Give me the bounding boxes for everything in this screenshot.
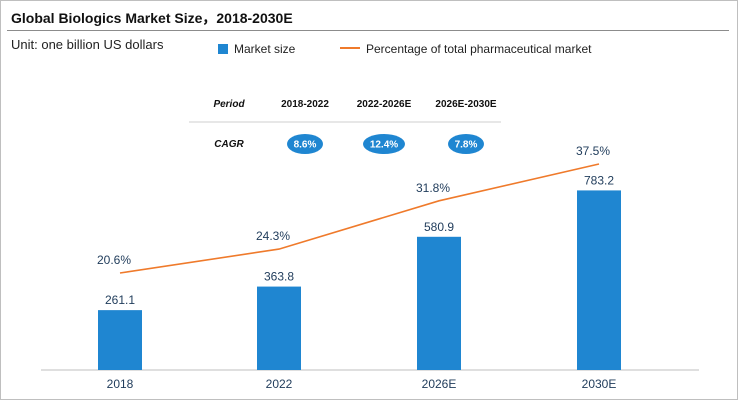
bar-2022: [257, 286, 301, 370]
cagr-period-2: 2022-2026E: [357, 99, 412, 110]
x-tick-label-2022: 2022: [266, 377, 293, 391]
cagr-value-3: 7.8%: [455, 140, 478, 151]
title-divider: [7, 30, 729, 31]
x-tick-label-2018: 2018: [107, 377, 134, 391]
cagr-value-1: 8.6%: [294, 140, 317, 151]
legend-line-swatch: [340, 47, 360, 49]
line-value-label-2022: 24.3%: [256, 229, 290, 243]
bar-value-label-2018: 261.1: [105, 293, 135, 307]
chart-title: Global Biologics Market Size，2018-2030E: [11, 10, 293, 26]
cagr-table: Period 2018-2022 2022-2026E 2026E-2030E …: [189, 99, 501, 154]
cagr-pill-1: [287, 134, 323, 154]
cagr-period-3: 2026E-2030E: [435, 99, 496, 110]
line-value-label-2026e: 31.8%: [416, 181, 450, 195]
x-tick-label-2026e: 2026E: [422, 377, 457, 391]
percentage-line: [119, 163, 600, 274]
legend-item-percentage: Percentage of total pharmaceutical marke…: [340, 40, 591, 58]
cagr-period-1: 2018-2022: [281, 99, 329, 110]
unit-label: Unit: one billion US dollars: [11, 37, 164, 52]
legend-bar-swatch: [218, 44, 228, 54]
line-value-label-2030e: 37.5%: [576, 144, 610, 158]
line-value-label-2018: 20.6%: [97, 253, 131, 267]
legend-label-percentage: Percentage of total pharmaceutical marke…: [366, 42, 592, 56]
cagr-period-header: Period: [213, 99, 245, 110]
cagr-header: CAGR: [214, 139, 244, 150]
bar-value-label-2022: 363.8: [264, 270, 294, 284]
cagr-pill-3: [448, 134, 484, 154]
x-tick-label-2030e: 2030E: [582, 377, 617, 391]
cagr-value-2: 12.4%: [370, 140, 398, 151]
legend-item-market-size: Market size: [218, 40, 295, 58]
bar-value-label-2026e: 580.9: [424, 220, 454, 234]
cagr-pill-2: [363, 134, 405, 154]
bar-value-label-2030e: 783.2: [584, 173, 614, 187]
bar-2026e: [417, 236, 461, 370]
bar-2030e: [577, 190, 621, 370]
bar-2018: [98, 310, 142, 370]
legend-label-market-size: Market size: [234, 42, 296, 56]
